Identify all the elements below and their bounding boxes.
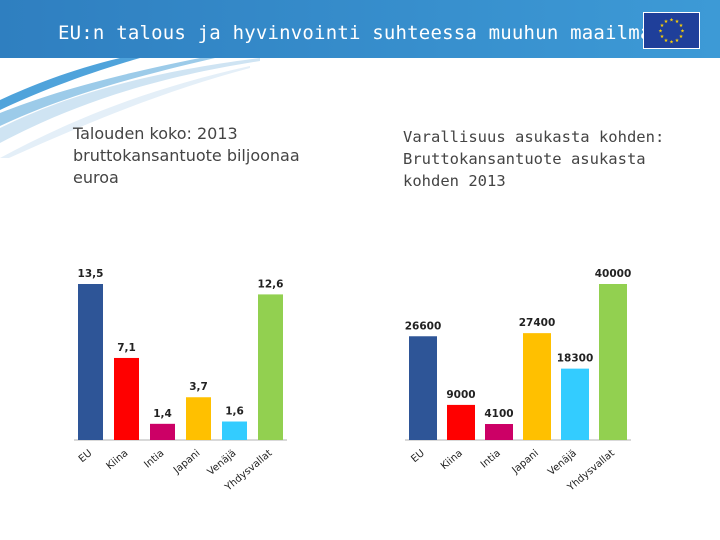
right-title-line-2: Bruttokansantuote asukasta: [403, 150, 646, 168]
bar-yhdysvallat: [258, 294, 283, 440]
gdp-bar-chart: 13,5 EU 7,1 Kiina 1,4 Intia 3,7 Japani 1,6 Venäjä…: [74, 268, 287, 494]
data-label-eu: 13,5: [78, 268, 104, 280]
flag-star: ★: [658, 29, 663, 35]
bar-intia: [150, 423, 175, 440]
flag-star: ★: [660, 34, 665, 40]
bar-eu: [409, 336, 437, 440]
bar-japani: [523, 333, 551, 440]
left-chart-title: Talouden koko: 2013 bruttokansantuote bi…: [73, 123, 300, 189]
tick-label-intia: Intia: [142, 448, 166, 471]
bar-venäjä: [561, 368, 589, 440]
data-label-intia: 1,4: [153, 408, 172, 420]
header-bar: EU:n talous ja hyvinvointi suhteessa muu…: [0, 0, 720, 58]
data-label-yhdysvallat: 12,6: [258, 278, 284, 290]
tick-label-japani: Japani: [510, 448, 541, 477]
data-label-intia: 4100: [484, 408, 513, 420]
eu-flag-stars: ★ ★★★★★★★★★★★: [658, 18, 685, 46]
decorative-swoosh: [0, 58, 260, 158]
data-label-japani: 27400: [519, 317, 556, 329]
data-label-eu: 26600: [405, 320, 442, 332]
flag-star: ★: [660, 23, 665, 29]
left-title-line-1: Talouden koko: 2013: [73, 124, 238, 143]
tick-label-kiina: Kiina: [439, 448, 465, 472]
bar-venäjä: [222, 421, 247, 440]
tick-label-eu: EU: [77, 448, 95, 465]
left-title-line-2: bruttokansantuote biljoonaa: [73, 146, 300, 165]
data-label-kiina: 9000: [446, 389, 475, 401]
flag-star: ★: [679, 34, 684, 40]
tick-label-venäjä: Venäjä: [206, 448, 239, 478]
eu-flag-icon: ★ ★ ★ ★ ★ ★ ★ ★ ★ ★ ★ ★: [643, 12, 700, 49]
tick-label-japani: Japani: [171, 448, 202, 477]
flag-star: ★: [669, 40, 674, 46]
tick-label-eu: EU: [409, 448, 427, 465]
right-chart-title: Varallisuus asukasta kohden: Bruttokansa…: [403, 126, 664, 192]
right-title-line-3: kohden 2013: [403, 172, 506, 190]
flag-star: ★: [664, 38, 669, 44]
bar-eu: [78, 284, 103, 440]
tick-label-kiina: Kiina: [105, 448, 131, 472]
data-label-japani: 3,7: [189, 381, 208, 393]
flag-star: ★: [675, 38, 680, 44]
flag-star: ★: [675, 19, 680, 25]
bar-japani: [186, 397, 211, 440]
bar-kiina: [114, 357, 139, 440]
data-label-yhdysvallat: 40000: [595, 268, 632, 280]
flag-star: ★: [679, 23, 684, 29]
tick-label-venäjä: Venäjä: [546, 448, 579, 478]
bar-intia: [485, 424, 513, 440]
gdp-per-capita-bar-chart: 26600 EU 9000 Kiina 4100 Intia 27400 Japani 1830…: [405, 268, 632, 494]
bar-yhdysvallat: [599, 284, 627, 440]
flag-star: ★: [664, 19, 669, 25]
data-label-venäjä: 18300: [557, 353, 594, 365]
data-label-venäjä: 1,6: [225, 406, 244, 418]
data-label-kiina: 7,1: [117, 342, 136, 354]
flag-star: ★: [680, 29, 685, 35]
right-title-line-1: Varallisuus asukasta kohden:: [403, 128, 665, 146]
left-title-line-3: euroa: [73, 168, 119, 187]
bar-kiina: [447, 404, 475, 440]
flag-star: ★: [669, 18, 674, 24]
tick-label-intia: Intia: [479, 448, 503, 471]
page-title: EU:n talous ja hyvinvointi suhteessa muu…: [58, 22, 675, 44]
